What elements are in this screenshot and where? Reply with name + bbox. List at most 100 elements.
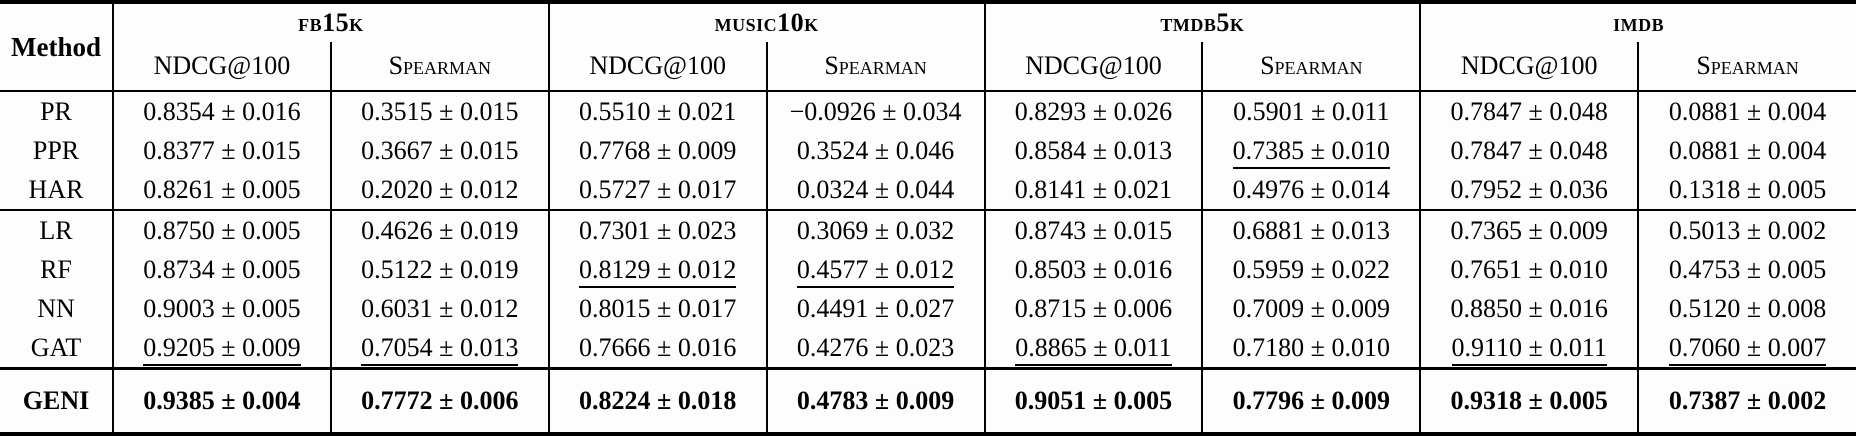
underlined-value: 0.7054 ± 0.013 (361, 332, 519, 366)
dataset-header-music10k: music10k (547, 2, 985, 42)
underlined-value: 0.8129 ± 0.012 (579, 254, 737, 288)
underlined-value: 0.4577 ± 0.012 (796, 254, 955, 288)
value-cell: 0.9318 ± 0.005 (1419, 367, 1639, 434)
table-row-gat: GAT 0.9205 ± 0.009 0.7054 ± 0.013 0.7666… (0, 328, 1856, 369)
value-cell: 0.7952 ± 0.036 (1419, 170, 1639, 210)
table-row-lr: LR 0.8750 ± 0.005 0.4626 ± 0.019 0.7301 … (0, 209, 1856, 250)
value-cell: 0.3069 ± 0.032 (765, 209, 985, 250)
value-cell: 0.8503 ± 0.016 (983, 250, 1203, 289)
value-cell: 0.9003 ± 0.005 (112, 289, 331, 328)
value-cell: 0.8015 ± 0.017 (547, 289, 767, 328)
value-cell: 0.7847 ± 0.048 (1419, 131, 1639, 170)
table-row-geni: GENI 0.9385 ± 0.004 0.7772 ± 0.006 0.822… (0, 367, 1856, 434)
metric-header-spearman: Spearman (1201, 42, 1421, 92)
value-cell: 0.7365 ± 0.009 (1419, 209, 1639, 250)
value-cell: 0.5120 ± 0.008 (1637, 289, 1856, 328)
method-label: HAR (28, 174, 84, 204)
value-cell: 0.4577 ± 0.012 (765, 250, 985, 289)
dataset-header-imdb: imdb (1419, 2, 1856, 42)
value-cell: 0.5013 ± 0.002 (1637, 209, 1856, 250)
value-cell: 0.9110 ± 0.011 (1419, 328, 1639, 369)
value-cell: 0.7180 ± 0.010 (1201, 328, 1421, 369)
metric-header-spearman: Spearman (765, 42, 985, 92)
metric-header-spearman: Spearman (329, 42, 549, 92)
method-label: LR (0, 209, 113, 250)
value-cell: 0.8293 ± 0.026 (983, 91, 1203, 131)
value-cell: 0.8224 ± 0.018 (547, 367, 767, 434)
value-cell: 0.7054 ± 0.013 (329, 328, 549, 369)
value-cell: 0.5959 ± 0.022 (1201, 250, 1421, 289)
value-cell: 0.7060 ± 0.007 (1637, 328, 1856, 369)
table-row-pr: PR 0.8354 ± 0.016 0.3515 ± 0.015 0.5510 … (0, 91, 1856, 131)
value-cell: 0.5122 ± 0.019 (329, 250, 549, 289)
value-cell: 0.9051 ± 0.005 (983, 367, 1203, 434)
value-cell: 0.7768 ± 0.009 (547, 131, 767, 170)
underlined-value: 0.7060 ± 0.007 (1668, 332, 1827, 366)
value-cell: 0.6881 ± 0.013 (1201, 209, 1421, 250)
value-cell: 0.7387 ± 0.002 (1637, 367, 1856, 434)
value-cell: 0.7796 ± 0.009 (1201, 367, 1421, 434)
value-cell: 0.2020 ± 0.012 (329, 170, 549, 210)
value-cell: 0.7772 ± 0.006 (329, 367, 549, 434)
value-cell: 0.5510 ± 0.021 (547, 91, 767, 131)
value-cell: 0.9385 ± 0.004 (112, 367, 331, 434)
method-label: NN (37, 293, 75, 323)
value-cell: 0.8377 ± 0.015 (112, 131, 331, 170)
value-cell: 0.3515 ± 0.015 (329, 91, 549, 131)
table-row-nn: NN 0.9003 ± 0.005 0.6031 ± 0.012 0.8015 … (0, 289, 1856, 328)
method-label: GAT (30, 332, 82, 362)
table-row-ppr: PPR 0.8377 ± 0.015 0.3667 ± 0.015 0.7768… (0, 131, 1856, 170)
value-cell: 0.8750 ± 0.005 (112, 209, 331, 250)
value-cell: 0.8584 ± 0.013 (983, 131, 1203, 170)
metric-header-spearman: Spearman (1637, 42, 1856, 92)
value-cell: 0.8734 ± 0.005 (112, 250, 331, 289)
value-cell: 0.0324 ± 0.044 (765, 170, 985, 210)
value-cell: 0.4276 ± 0.023 (765, 328, 985, 369)
value-cell: 0.7301 ± 0.023 (547, 209, 767, 250)
value-cell: 0.4491 ± 0.027 (765, 289, 985, 328)
metric-header-ndcg: NDCG@100 (547, 42, 767, 92)
value-cell: 0.8354 ± 0.016 (112, 91, 331, 131)
underlined-value: 0.8865 ± 0.011 (1015, 332, 1172, 366)
value-cell: 0.5901 ± 0.011 (1201, 91, 1421, 131)
dataset-header-fb15k: fb15k (112, 2, 549, 42)
underlined-value: 0.9205 ± 0.009 (143, 332, 301, 366)
value-cell: 0.7651 ± 0.010 (1419, 250, 1639, 289)
metric-header-ndcg: NDCG@100 (112, 42, 331, 92)
value-cell: 0.6031 ± 0.012 (329, 289, 549, 328)
method-column-header: Method (0, 2, 113, 92)
dataset-header-row: Method fb15k music10k tmdb5k imdb (0, 2, 1856, 92)
value-cell: 0.7385 ± 0.010 (1201, 131, 1421, 170)
table-row-rf: RF 0.8734 ± 0.005 0.5122 ± 0.019 0.8129 … (0, 250, 1856, 289)
value-cell: 0.4976 ± 0.014 (1201, 170, 1421, 210)
value-cell: 0.8715 ± 0.006 (983, 289, 1203, 328)
underlined-value: 0.9110 ± 0.011 (1451, 332, 1607, 366)
metric-header-ndcg: NDCG@100 (1419, 42, 1639, 92)
value-cell: 0.8261 ± 0.005 (112, 170, 331, 210)
value-cell: 0.5727 ± 0.017 (547, 170, 767, 210)
value-cell: 0.7009 ± 0.009 (1201, 289, 1421, 328)
value-cell: 0.7666 ± 0.016 (547, 328, 767, 369)
table-row-har: HAR 0.8261 ± 0.005 0.2020 ± 0.012 0.5727… (0, 170, 1856, 210)
dataset-header-tmdb5k: tmdb5k (983, 2, 1421, 42)
method-label: GENI (0, 367, 113, 434)
method-label: PPR (32, 135, 80, 165)
value-cell: 0.8850 ± 0.016 (1419, 289, 1639, 328)
value-cell: 0.8865 ± 0.011 (983, 328, 1203, 369)
value-cell: 0.4753 ± 0.005 (1637, 250, 1856, 289)
value-cell: 0.7847 ± 0.048 (1419, 91, 1639, 131)
metric-header-row: NDCG@100 Spearman NDCG@100 Spearman NDCG… (0, 42, 1856, 92)
value-cell: 0.8141 ± 0.021 (983, 170, 1203, 210)
value-cell: 0.1318 ± 0.005 (1637, 170, 1856, 210)
value-cell: −0.0926 ± 0.034 (765, 91, 985, 131)
value-cell: 0.8743 ± 0.015 (983, 209, 1203, 250)
value-cell: 0.4626 ± 0.019 (329, 209, 549, 250)
underlined-value: 0.7385 ± 0.010 (1232, 135, 1390, 169)
method-label: RF (40, 254, 72, 284)
metric-header-ndcg: NDCG@100 (983, 42, 1203, 92)
value-cell: 0.0881 ± 0.004 (1637, 91, 1856, 131)
value-cell: 0.3524 ± 0.046 (765, 131, 985, 170)
method-label: PR (40, 96, 72, 126)
